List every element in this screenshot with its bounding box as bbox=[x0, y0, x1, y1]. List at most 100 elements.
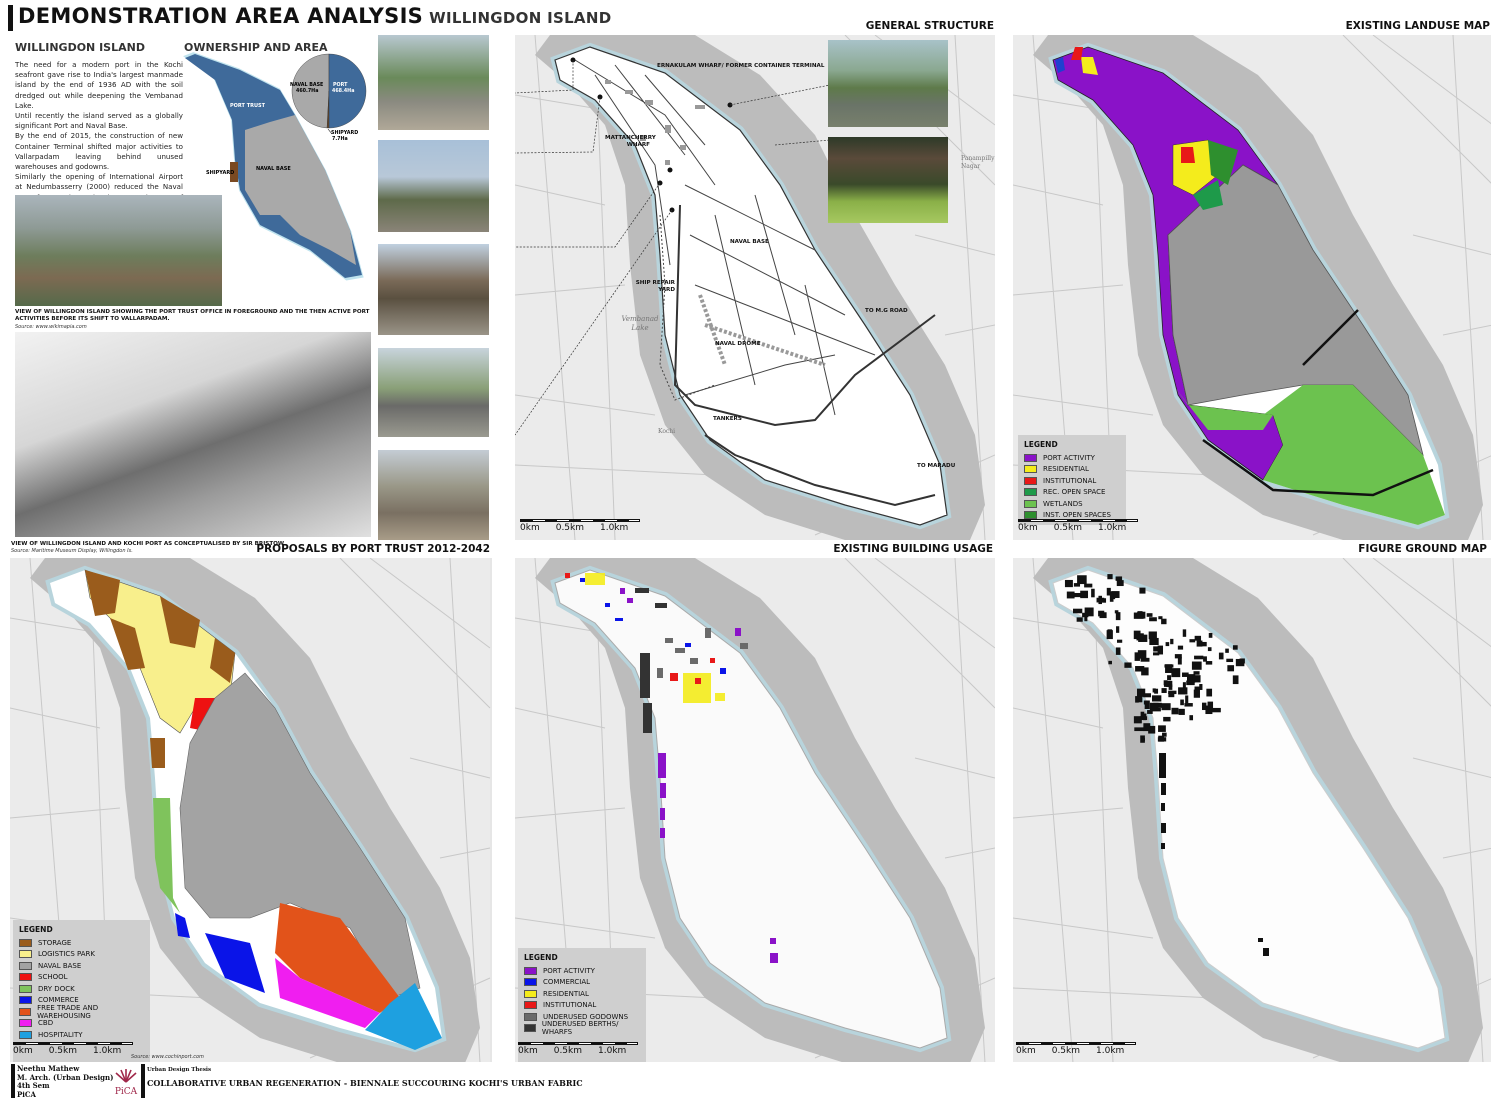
pie-value-shipyard: 7.7Ha bbox=[332, 136, 348, 142]
zone-inst-open-space bbox=[1208, 140, 1238, 185]
legend-label: SCHOOL bbox=[38, 973, 68, 982]
intro-text: The need for a modern port in the Kochi … bbox=[15, 60, 183, 213]
building-footprint bbox=[1149, 637, 1159, 645]
building-footprint bbox=[1137, 650, 1147, 659]
scale-label: 1.0km bbox=[1096, 1046, 1125, 1056]
legend-swatch bbox=[19, 961, 32, 970]
building-footprint bbox=[1205, 705, 1213, 715]
legend-item: COMMERCIAL bbox=[524, 977, 640, 989]
building-footprint bbox=[1161, 703, 1171, 711]
legend-item: HOSPITALITY bbox=[19, 1029, 144, 1041]
legend-title: LEGEND bbox=[19, 925, 53, 934]
building-footprint bbox=[1076, 617, 1083, 622]
building-footprint bbox=[1157, 645, 1164, 655]
building-footprint bbox=[1073, 583, 1081, 587]
building-footprint bbox=[1115, 576, 1123, 581]
building-footprint bbox=[1142, 713, 1147, 721]
pica-logo-text: PiCA bbox=[114, 1087, 138, 1097]
legend-label: INSTITUTIONAL bbox=[1043, 476, 1097, 485]
scale-bar: 0km 0.5km 1.0km bbox=[520, 519, 644, 533]
inset-photo-naval-shed bbox=[828, 137, 948, 223]
building-footprint bbox=[1134, 727, 1145, 732]
legend-swatch bbox=[19, 938, 32, 947]
building-footprint bbox=[1111, 591, 1120, 598]
footer: Neethu Mathew M. Arch. (Urban Design) 4t… bbox=[0, 1062, 1504, 1100]
legend-label: RESIDENTIAL bbox=[1043, 465, 1089, 474]
building-footprint bbox=[1177, 657, 1182, 665]
ownership-map: PORT TRUST NAVAL BASE SHIPYARD bbox=[183, 52, 364, 281]
site-photo-2 bbox=[378, 140, 489, 232]
figure-ground-title: FIGURE GROUND MAP bbox=[1358, 543, 1487, 555]
building-footprint bbox=[1193, 671, 1200, 675]
legend-swatch bbox=[19, 950, 32, 959]
page-subtitle: WILLINGDON ISLAND bbox=[429, 9, 612, 27]
intro-paragraph: By the end of 2015, the construction of … bbox=[15, 131, 183, 172]
scale-label: 0km bbox=[518, 1046, 538, 1056]
legend-item: RESIDENTIAL bbox=[1024, 464, 1120, 476]
scale-label: 1.0km bbox=[93, 1046, 122, 1056]
building-footprint bbox=[1201, 641, 1207, 647]
naval-base-label: NAVAL BASE bbox=[256, 166, 291, 172]
building-footprint bbox=[1184, 703, 1193, 707]
site-photo-4 bbox=[378, 348, 489, 437]
label-tankers: TANKERS bbox=[713, 416, 742, 422]
building-footprint bbox=[1205, 661, 1213, 665]
site-photo-1 bbox=[378, 35, 489, 130]
scale-label: 1.0km bbox=[600, 523, 629, 533]
legend-item: STORAGE bbox=[19, 937, 144, 949]
building-footprint bbox=[1144, 700, 1150, 710]
building-usage-map: LEGEND PORT ACTIVITY COMMERCIAL RESIDENTIA… bbox=[515, 558, 995, 1062]
scale-label: 0.5km bbox=[553, 1046, 583, 1056]
building-footprint bbox=[1084, 607, 1094, 617]
building-footprint bbox=[1133, 716, 1142, 724]
building-footprint bbox=[1211, 707, 1221, 713]
landuse-map: LEGEND PORT ACTIVITY RESIDENTIAL INSTITUTI… bbox=[1013, 35, 1491, 540]
building-footprint bbox=[1073, 608, 1083, 614]
building-footprint bbox=[1140, 711, 1145, 718]
scale-label: 0.5km bbox=[1053, 523, 1083, 533]
legend-swatch bbox=[524, 1001, 537, 1010]
scale-label: 0.5km bbox=[555, 523, 585, 533]
runway bbox=[698, 294, 826, 367]
legend-item: INST. OPEN SPACES bbox=[1024, 510, 1120, 522]
label-ernakulam-wharf: ERNAKULAM WHARF/ FORMER CONTAINER TERMIN… bbox=[657, 63, 825, 69]
shipyard-area bbox=[230, 162, 238, 182]
building-footprint bbox=[1141, 737, 1145, 742]
footer-accent bbox=[11, 1064, 15, 1098]
legend-label: PORT ACTIVITY bbox=[543, 966, 595, 975]
building-footprint bbox=[1154, 688, 1159, 694]
building-footprint bbox=[1194, 635, 1202, 641]
zone-residential-north bbox=[1081, 57, 1098, 75]
building-footprint bbox=[1206, 688, 1213, 697]
legend-label: STORAGE bbox=[38, 938, 72, 947]
building-footprint bbox=[1149, 702, 1159, 711]
site-photo-3 bbox=[378, 244, 489, 335]
building-footprint bbox=[1189, 715, 1194, 721]
underused-godowns bbox=[657, 628, 748, 678]
legend-swatch bbox=[1024, 488, 1037, 497]
photo-leader-lines bbox=[515, 60, 831, 436]
building-footprint bbox=[1114, 610, 1119, 614]
legend-swatch bbox=[1024, 465, 1037, 474]
label-vembanad-lake: Vembanad Lake bbox=[621, 315, 659, 332]
proposals-map: LEGEND STORAGE LOGISTICS PARK NAVAL BASE SC… bbox=[10, 558, 492, 1062]
footer-divider bbox=[141, 1064, 145, 1098]
building-footprint bbox=[1208, 632, 1213, 638]
legend-swatch bbox=[1024, 476, 1037, 485]
scale-bar: 0km 0.5km 1.0km bbox=[518, 1042, 642, 1056]
scale-label: 0km bbox=[13, 1046, 33, 1056]
legend-label: LOGISTICS PARK bbox=[38, 950, 96, 959]
building-footprint bbox=[1161, 618, 1167, 625]
building-footprint bbox=[1149, 617, 1157, 622]
road-network bbox=[574, 59, 936, 507]
legend-swatch bbox=[524, 1024, 536, 1033]
building-footprint bbox=[1133, 612, 1144, 619]
building-footprint bbox=[1232, 645, 1238, 650]
legend-swatch bbox=[1024, 511, 1037, 520]
legend-item: WETLANDS bbox=[1024, 498, 1120, 510]
legend-swatch bbox=[524, 966, 537, 975]
building-footprint bbox=[1161, 823, 1166, 833]
building-footprint bbox=[1163, 716, 1171, 722]
building-footprint bbox=[1225, 648, 1229, 653]
main-road bbox=[1202, 309, 1434, 497]
